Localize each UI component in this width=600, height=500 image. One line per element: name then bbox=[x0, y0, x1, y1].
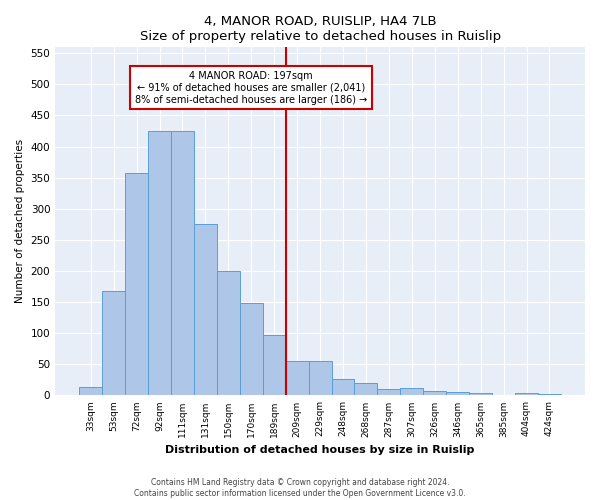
Bar bbox=[286, 361, 308, 396]
Bar bbox=[492, 395, 515, 396]
Bar bbox=[332, 378, 355, 396]
Bar bbox=[423, 391, 446, 396]
Bar bbox=[400, 388, 423, 396]
Bar bbox=[217, 271, 240, 396]
Y-axis label: Number of detached properties: Number of detached properties bbox=[15, 139, 25, 303]
Bar bbox=[79, 388, 102, 396]
X-axis label: Distribution of detached houses by size in Ruislip: Distribution of detached houses by size … bbox=[166, 445, 475, 455]
Bar bbox=[263, 335, 286, 396]
Bar bbox=[125, 174, 148, 396]
Text: 4 MANOR ROAD: 197sqm
← 91% of detached houses are smaller (2,041)
8% of semi-det: 4 MANOR ROAD: 197sqm ← 91% of detached h… bbox=[135, 72, 367, 104]
Bar bbox=[515, 393, 538, 396]
Bar bbox=[194, 224, 217, 396]
Bar bbox=[308, 361, 332, 396]
Bar bbox=[538, 394, 561, 396]
Bar bbox=[446, 392, 469, 396]
Bar bbox=[148, 131, 171, 396]
Bar bbox=[355, 383, 377, 396]
Bar bbox=[171, 131, 194, 396]
Bar bbox=[377, 388, 400, 396]
Bar bbox=[102, 291, 125, 396]
Bar bbox=[469, 393, 492, 396]
Title: 4, MANOR ROAD, RUISLIP, HA4 7LB
Size of property relative to detached houses in : 4, MANOR ROAD, RUISLIP, HA4 7LB Size of … bbox=[140, 15, 500, 43]
Bar bbox=[240, 304, 263, 396]
Text: Contains HM Land Registry data © Crown copyright and database right 2024.
Contai: Contains HM Land Registry data © Crown c… bbox=[134, 478, 466, 498]
